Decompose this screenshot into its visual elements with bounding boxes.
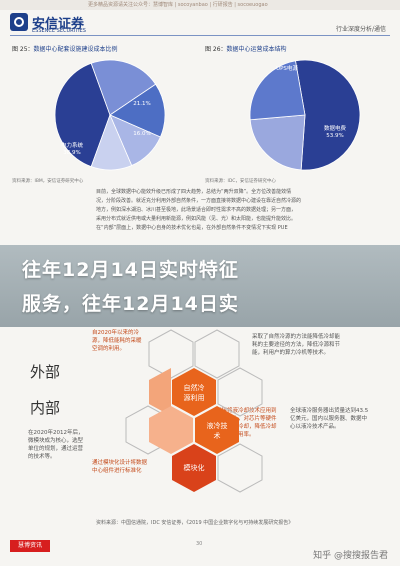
natural-cooling-hex	[172, 368, 216, 416]
body-line: 况，分阶段改善。就近充分利用外部自然条件，一方面直接将数据中心建设在靠近自然冷源…	[96, 198, 302, 204]
pie-label: 数据电费	[324, 124, 347, 132]
body-paragraph: 目前，全球数据中心能效升级已形成了四大趋势，总结为“两升双降”。全方位改善能效情…	[96, 188, 386, 233]
modular-hex	[172, 444, 216, 492]
pie-label: 16.0%	[133, 131, 150, 137]
banner-line-2: 服务，往年12月14日实	[22, 293, 239, 315]
right-note-top: 采取了自然冷源的方法能降低冷却能耗的主要途径的方法，降低冷源和节能，利用户的算力…	[252, 334, 341, 356]
accent-hex	[149, 368, 171, 416]
modular-label: 模块化	[183, 464, 205, 472]
fig1-title-prefix: 图 25：	[12, 46, 34, 53]
outer-label: 外部	[30, 363, 61, 381]
pie-slice-制冷系统	[90, 59, 157, 116]
fig1-title-text: 数据中心配套设施建设成本比例	[33, 46, 118, 53]
left-note-bottom: 通过模块化设计将数据中心组件进行标准化	[92, 460, 148, 474]
body-line: 地方，例如深水湖泊、冰川甚至极地，此场景适合即时性需求不高的数据处理；另一方面，	[96, 207, 297, 213]
natural-cooling-label: 自然冷 源利用	[183, 384, 205, 402]
brand-name: 安信证券	[32, 17, 85, 32]
liquid-cooling-label: 液冷技 术	[206, 422, 228, 440]
fig2-title-text: 数据中心运营成本结构	[226, 46, 287, 53]
report-category: 行业深度分析/通信	[335, 26, 386, 33]
pie-slice-数据电费	[294, 59, 361, 171]
pie-slice-其他	[249, 60, 306, 121]
watermark: 知乎 @搜搜报告君	[313, 551, 388, 561]
hex-diagram: 外部 内部 自2020年以来的冷源，降低能耗的采暖空调的利用。 采取了自然冷源的…	[0, 327, 400, 527]
pie-label: 53.9%	[326, 133, 343, 139]
fig1-title: 图 25：数据中心配套设施建设成本比例	[12, 44, 118, 53]
banner-line-1: 往年12月14日实时特征	[22, 259, 239, 281]
bottom-source: 资料来源：中国信通院，IDC 安信证券，《2019 中国企业数字化与可持续发展研…	[96, 520, 294, 526]
outline-hex	[217, 443, 263, 493]
pie-label: 21.1%	[133, 101, 150, 107]
brand-logo: 安信证券 ESSENCE SECURITIES	[10, 13, 120, 35]
outline-hex	[194, 329, 240, 379]
pie-slice-服务器	[109, 83, 166, 138]
pie-label: 38.9%	[63, 150, 80, 156]
header-rule	[10, 35, 390, 36]
footer-badge: 慧博资讯	[10, 540, 50, 552]
pie-slice-其他	[90, 113, 133, 171]
page-number: 30	[196, 541, 203, 547]
brand-mark-icon	[10, 13, 28, 31]
body-line: 在“内部”层面上，数据中心自身的技术优化也是，在外部自然条件不变情况下实现 PU…	[96, 225, 288, 231]
inner-note: 在2020年2012年后，微模块成为核心，选型单位的规划，通过运营的技术等。	[28, 430, 84, 460]
top-banner: 更多精品资源请关注公众号：慧博智库 | socoyanbao | 行研报告 | …	[0, 0, 400, 10]
body-line: 目前，全球数据中心能效升级已形成了四大趋势，总结为“两升双降”。全方位改善能效情	[96, 189, 292, 195]
liquid-cooling-hex	[195, 406, 239, 454]
pie-label: UPS电源	[276, 64, 298, 72]
top-banner-text: 更多精品资源请关注公众号：慧博智库 | socoyanbao | 行研报告 | …	[88, 2, 268, 8]
inner-label: 内部	[30, 399, 61, 417]
pie-slice-电力系统	[54, 62, 111, 168]
left-note-top: 自2020年以来的冷源，降低能耗的采暖空调的利用。	[92, 330, 142, 352]
fig2-title: 图 26：数据中心运营成本结构	[205, 44, 287, 53]
right-note-low: 全球液冷服务器出货量达到43.5亿美元，国内以服务器、数据中心以液冷技术产品。	[290, 408, 369, 430]
fig2-source: 资料来源：IDC，安信证券研究中心	[205, 179, 276, 184]
fig2-title-prefix: 图 26：	[205, 46, 227, 53]
pie-slice-UPS电源	[249, 114, 306, 171]
body-line: 采用分布式就近供电或大量利用新能源，例如风能（见、光）和太阳能，也能提升能效比。	[96, 216, 297, 222]
outline-hex	[217, 367, 263, 417]
headline-banner[interactable]: 往年12月14日实时特征 服务，往年12月14日实	[0, 245, 400, 327]
brand-name-en: ESSENCE SECURITIES	[32, 28, 86, 34]
light-hex	[149, 406, 193, 454]
pie-label: 电力系统	[61, 141, 84, 149]
fig1-source: 资料来源：IBM，安信证券研究中心	[12, 179, 84, 184]
